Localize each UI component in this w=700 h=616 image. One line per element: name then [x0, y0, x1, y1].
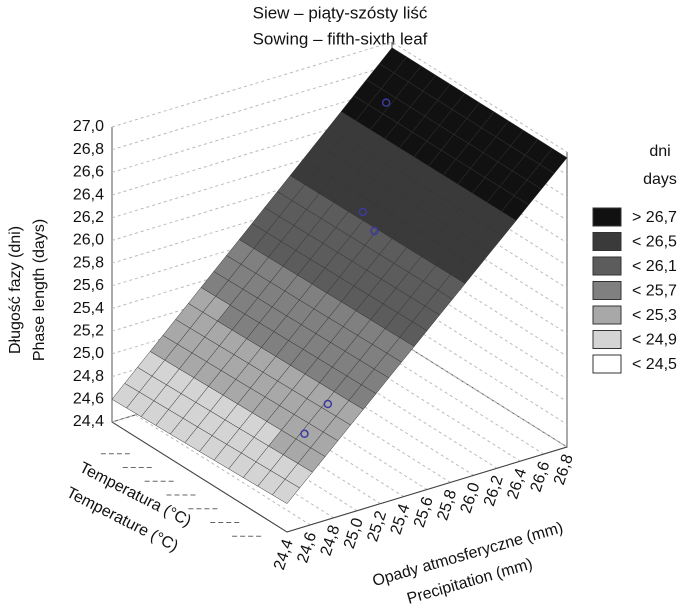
z-tick-label: 25,0: [73, 345, 104, 362]
legend-label: < 24,9: [632, 332, 677, 349]
z-tick-label: 26,2: [73, 209, 104, 226]
x-tick-label: 26,8: [551, 452, 577, 487]
z-tick-label: 25,4: [73, 300, 104, 317]
z-tick-label: 24,6: [73, 391, 104, 408]
legend-label: < 26,5: [632, 234, 677, 251]
z-tick-label: 25,8: [73, 254, 104, 271]
chart-title: Sowing – fifth-sixth leaf: [253, 29, 428, 48]
data-point: [300, 429, 309, 439]
data-point: [358, 207, 368, 217]
x-tick-label: 25,2: [364, 509, 390, 544]
legend-swatch: [592, 207, 622, 227]
z-tick-label: 26,8: [73, 141, 104, 158]
z-tick-label: 24,8: [73, 368, 104, 385]
legend-label: < 24,5: [632, 356, 677, 373]
legend-swatch: [592, 281, 622, 300]
legend-label: < 25,7: [632, 283, 677, 300]
grid-line: [111, 64, 568, 176]
grid-line: [275, 371, 451, 483]
grid-line: [111, 41, 568, 153]
x-tick-label: 24,6: [294, 530, 320, 565]
grid-line: [368, 343, 544, 455]
z-tick-label: 26,6: [73, 164, 104, 181]
x-tick-label: 25,0: [341, 516, 367, 551]
grid-line: [111, 154, 568, 266]
legend-label: < 25,3: [632, 307, 677, 324]
grid-line: [111, 177, 568, 289]
legend-label: > 26,7: [632, 209, 677, 226]
grid-line: [111, 86, 568, 198]
grid-line: [345, 350, 521, 462]
grid-line: [298, 364, 474, 476]
chart-title: Siew – piąty-szósty liść: [253, 3, 428, 22]
x-tick-label: 26,0: [458, 481, 484, 516]
data-point: [323, 399, 333, 409]
legend-title: dni: [649, 143, 670, 160]
legend-swatch: [592, 232, 622, 251]
z-tick-label: 27,0: [73, 118, 104, 135]
legend-swatch: [592, 256, 622, 276]
z-axis-title: Długość fazy (dni): [7, 226, 24, 354]
legend-swatch: [592, 330, 622, 349]
data-point: [381, 98, 391, 107]
x-tick-label: 25,8: [434, 488, 460, 523]
data-point: [370, 226, 379, 236]
grid-line: [111, 109, 568, 221]
box-edge: [111, 421, 568, 533]
legend-swatch: [592, 354, 622, 374]
grid-line: [111, 222, 568, 334]
x-tick-label: 24,8: [318, 523, 344, 558]
x-tick-label: 24,4: [271, 537, 297, 572]
grid-line: [111, 200, 568, 312]
legend-swatch: [592, 305, 622, 325]
z-tick-label: 26,0: [73, 232, 104, 249]
grid-line: [321, 357, 498, 469]
z-axis-title: Phase length (days): [31, 219, 48, 361]
legend-label: < 26,1: [632, 258, 677, 275]
surface-cell: [539, 148, 568, 174]
z-tick-label: 26,4: [73, 186, 104, 203]
x-tick-label: 26,4: [504, 466, 530, 501]
x-tick-label: 25,4: [388, 502, 414, 537]
x-tick-label: 26,6: [528, 459, 554, 494]
x-tick-label: 26,2: [481, 473, 507, 508]
legend-title: days: [643, 171, 677, 188]
z-tick-label: 25,2: [73, 322, 104, 339]
grid-line: [135, 414, 311, 526]
z-tick-label: 25,6: [73, 277, 104, 294]
grid-line: [111, 132, 568, 244]
x-tick-label: 25,6: [411, 495, 437, 530]
z-tick-label: 24,4: [73, 413, 104, 430]
grid-line: [391, 336, 568, 448]
